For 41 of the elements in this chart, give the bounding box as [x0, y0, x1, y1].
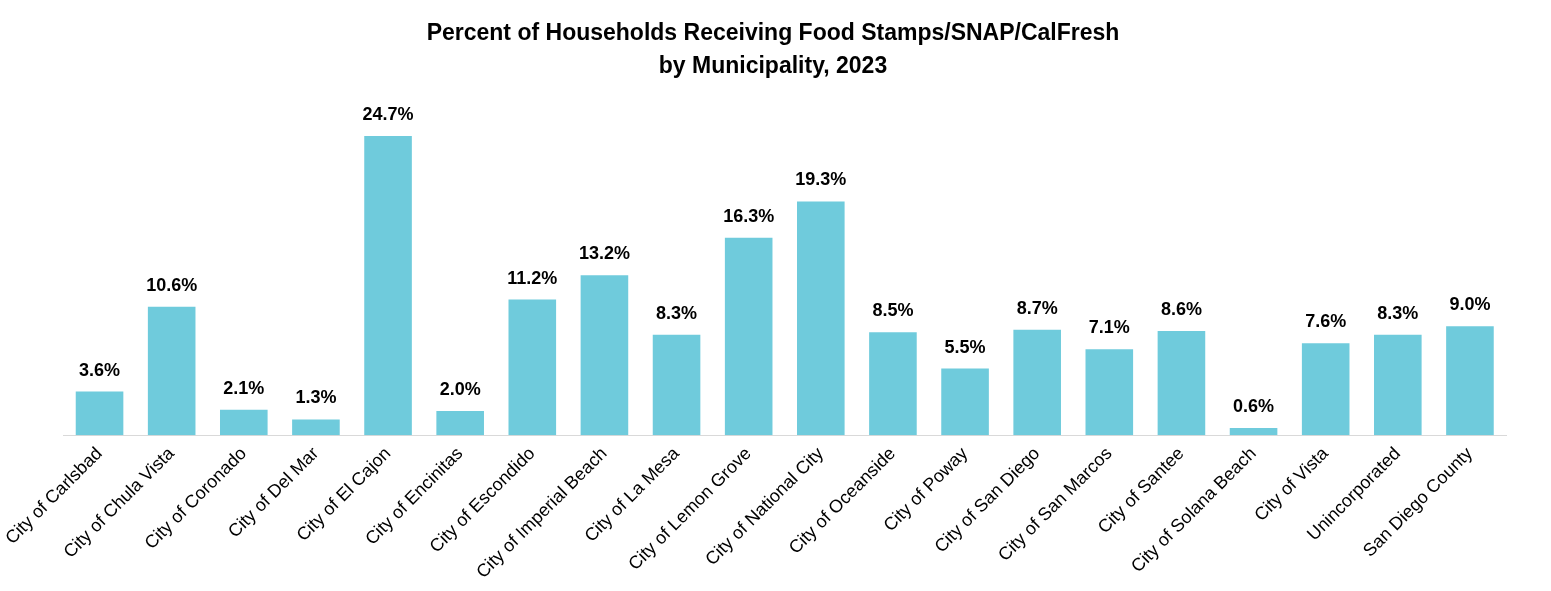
data-label: 24.7%: [362, 104, 414, 124]
bar: [1157, 331, 1206, 436]
bar: [941, 368, 989, 436]
bar: [1085, 349, 1134, 436]
data-label: 8.5%: [872, 300, 914, 321]
data-label: 8.6%: [1160, 299, 1202, 320]
data-label: 2.1%: [223, 377, 265, 398]
data-label: 5.5%: [944, 336, 986, 357]
chart-title: Percent of Households Receiving Food Stamps/SNAP/CalFresh by Municipality, 2023: [426, 19, 1120, 78]
data-label: 3.6%: [79, 359, 121, 380]
data-label: 11.2%: [507, 267, 558, 288]
data-label: 19.3%: [795, 169, 847, 190]
bar: [1301, 343, 1350, 436]
data-label: 2.0%: [439, 378, 481, 399]
data-label: 7.6%: [1305, 311, 1347, 332]
data-label: 10.6%: [146, 274, 198, 295]
bar: [1446, 326, 1494, 436]
bar: [1374, 334, 1422, 436]
bar: [436, 411, 484, 436]
bar: [1013, 329, 1061, 436]
bar: [219, 409, 268, 436]
bar: [1229, 427, 1278, 436]
data-label: 9.0%: [1449, 294, 1491, 315]
data-label: 8.3%: [1377, 302, 1419, 323]
bar: [364, 136, 412, 436]
bar: [147, 306, 196, 436]
bar: [724, 237, 773, 436]
bar: [292, 419, 340, 436]
bar: [580, 275, 629, 436]
bar: [508, 299, 557, 436]
data-label: 7.1%: [1088, 317, 1130, 338]
data-label: 0.6%: [1233, 395, 1275, 416]
data-label: 8.3%: [656, 302, 698, 323]
data-label: 1.3%: [295, 387, 337, 408]
bar: [652, 334, 701, 436]
data-label: 16.3%: [723, 205, 775, 226]
bar: [797, 201, 845, 436]
bar: [869, 332, 917, 436]
bar: [75, 391, 124, 436]
data-label: 13.2%: [578, 243, 630, 264]
data-label: 8.7%: [1016, 297, 1058, 318]
